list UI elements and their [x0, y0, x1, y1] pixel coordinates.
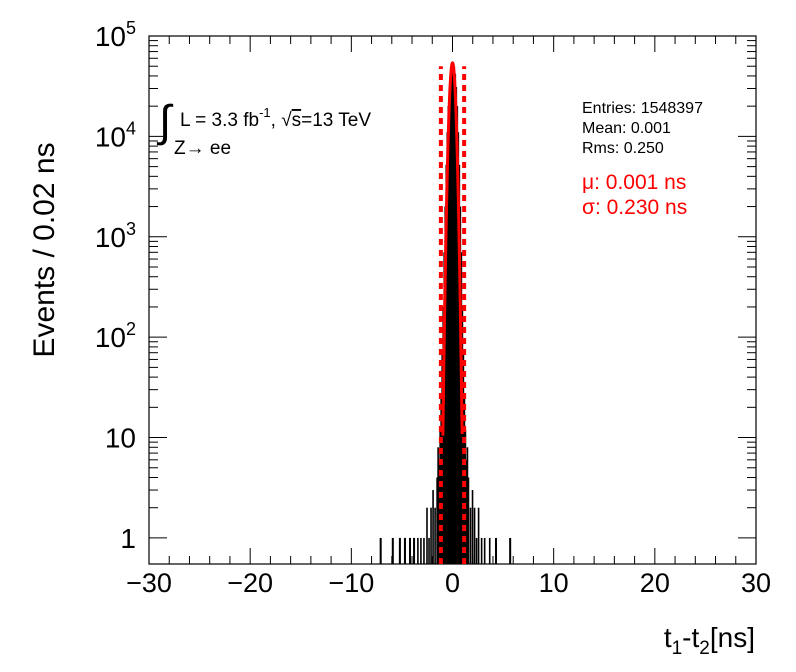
y-tick-label: 1 [120, 523, 136, 554]
histogram-bin [438, 459, 440, 564]
x-axis-label: t1-t2[ns] [664, 622, 755, 659]
histogram-bin [408, 537, 412, 564]
histogram-bin [426, 507, 428, 564]
histogram-bin [434, 507, 436, 564]
histogram-bin [467, 477, 470, 564]
histogram-bin [446, 132, 449, 564]
histogram-bin [494, 537, 498, 564]
histogram-bin [453, 66, 456, 564]
histogram-bin [509, 537, 512, 564]
luminosity-label: L = 3.3 fb-1, √s=13 TeV [180, 105, 371, 131]
fit-layer [438, 61, 467, 564]
histogram-bin [480, 537, 483, 564]
histogram-bin [379, 537, 382, 564]
y-axis-label: Events / 0.02 ns [28, 142, 61, 357]
histogram-bin [428, 537, 430, 564]
histogram-bin [457, 132, 460, 564]
histogram-bin [391, 537, 394, 564]
process-label: Z→ ee [174, 138, 231, 159]
stats-mean: Mean: 0.001 [582, 120, 671, 137]
histogram-bin [475, 537, 478, 564]
histogram-bin [436, 477, 438, 564]
histogram-bin [450, 66, 453, 564]
histogram-bin [441, 352, 443, 564]
histogram-bin [448, 87, 451, 564]
histogram-bin [420, 537, 422, 564]
histogram-bin [451, 62, 454, 564]
histogram-bin [471, 490, 474, 564]
histogram-bin [403, 537, 406, 564]
histogram-bin [452, 62, 455, 564]
histogram-bin [462, 352, 465, 564]
sqrt-symbol: √ [281, 110, 292, 131]
histogram-bin [444, 206, 447, 565]
y-tick-label: 104 [95, 118, 136, 152]
x-tick-label: 0 [445, 568, 460, 598]
stats-rms: Rms: 0.250 [582, 140, 664, 157]
histogram-bin [488, 537, 491, 564]
x-tick-label: −20 [227, 568, 273, 598]
fit-mu-label: μ: 0.001 ns [582, 171, 686, 194]
stats-entries: Entries: 1548397 [582, 100, 703, 117]
histogram-bin [461, 306, 464, 564]
histogram-bin [423, 537, 425, 564]
histogram-bin [430, 507, 432, 564]
integral-symbol: ∫ [156, 97, 174, 146]
x-tick-label: 30 [741, 568, 771, 598]
histogram-bin [417, 537, 419, 564]
histogram-bin [454, 73, 457, 565]
y-tick-label: 105 [95, 18, 136, 52]
x-tick-label: 10 [539, 568, 569, 598]
histogram-bin [463, 397, 466, 564]
histogram-bin [447, 106, 450, 565]
histogram-bin [455, 87, 458, 564]
histogram-bin [398, 537, 401, 564]
histogram-bin [458, 164, 461, 564]
y-tick-label: 102 [95, 319, 136, 353]
x-tick-label: −10 [328, 568, 374, 598]
histogram-bin [466, 447, 469, 564]
histogram-bin [469, 507, 472, 564]
sqrt-argument: s [292, 110, 302, 131]
histogram-bin [477, 507, 480, 564]
y-tick-label: 103 [95, 219, 136, 253]
y-tick-label: 10 [105, 423, 136, 454]
histogram-bin [413, 537, 416, 564]
axes-layer: −30 −20 −10 0 10 20 30 1 10 102 103 104 105 [95, 18, 771, 598]
x-tick-label: 20 [640, 568, 670, 598]
fit-sigma-label: σ: 0.230 ns [582, 196, 687, 219]
gaussian-fit-curve [441, 61, 464, 436]
histogram-bin [440, 397, 442, 564]
histogram-bin [465, 459, 468, 564]
histogram-bin [456, 106, 459, 565]
histogram-bin [432, 490, 434, 564]
histogram-bin [449, 73, 452, 565]
histogram-bin [437, 447, 439, 564]
histogram-bin [445, 164, 448, 564]
histogram-bin [483, 537, 486, 564]
x-tick-label: −30 [126, 568, 172, 598]
histogram-bin [473, 507, 476, 564]
